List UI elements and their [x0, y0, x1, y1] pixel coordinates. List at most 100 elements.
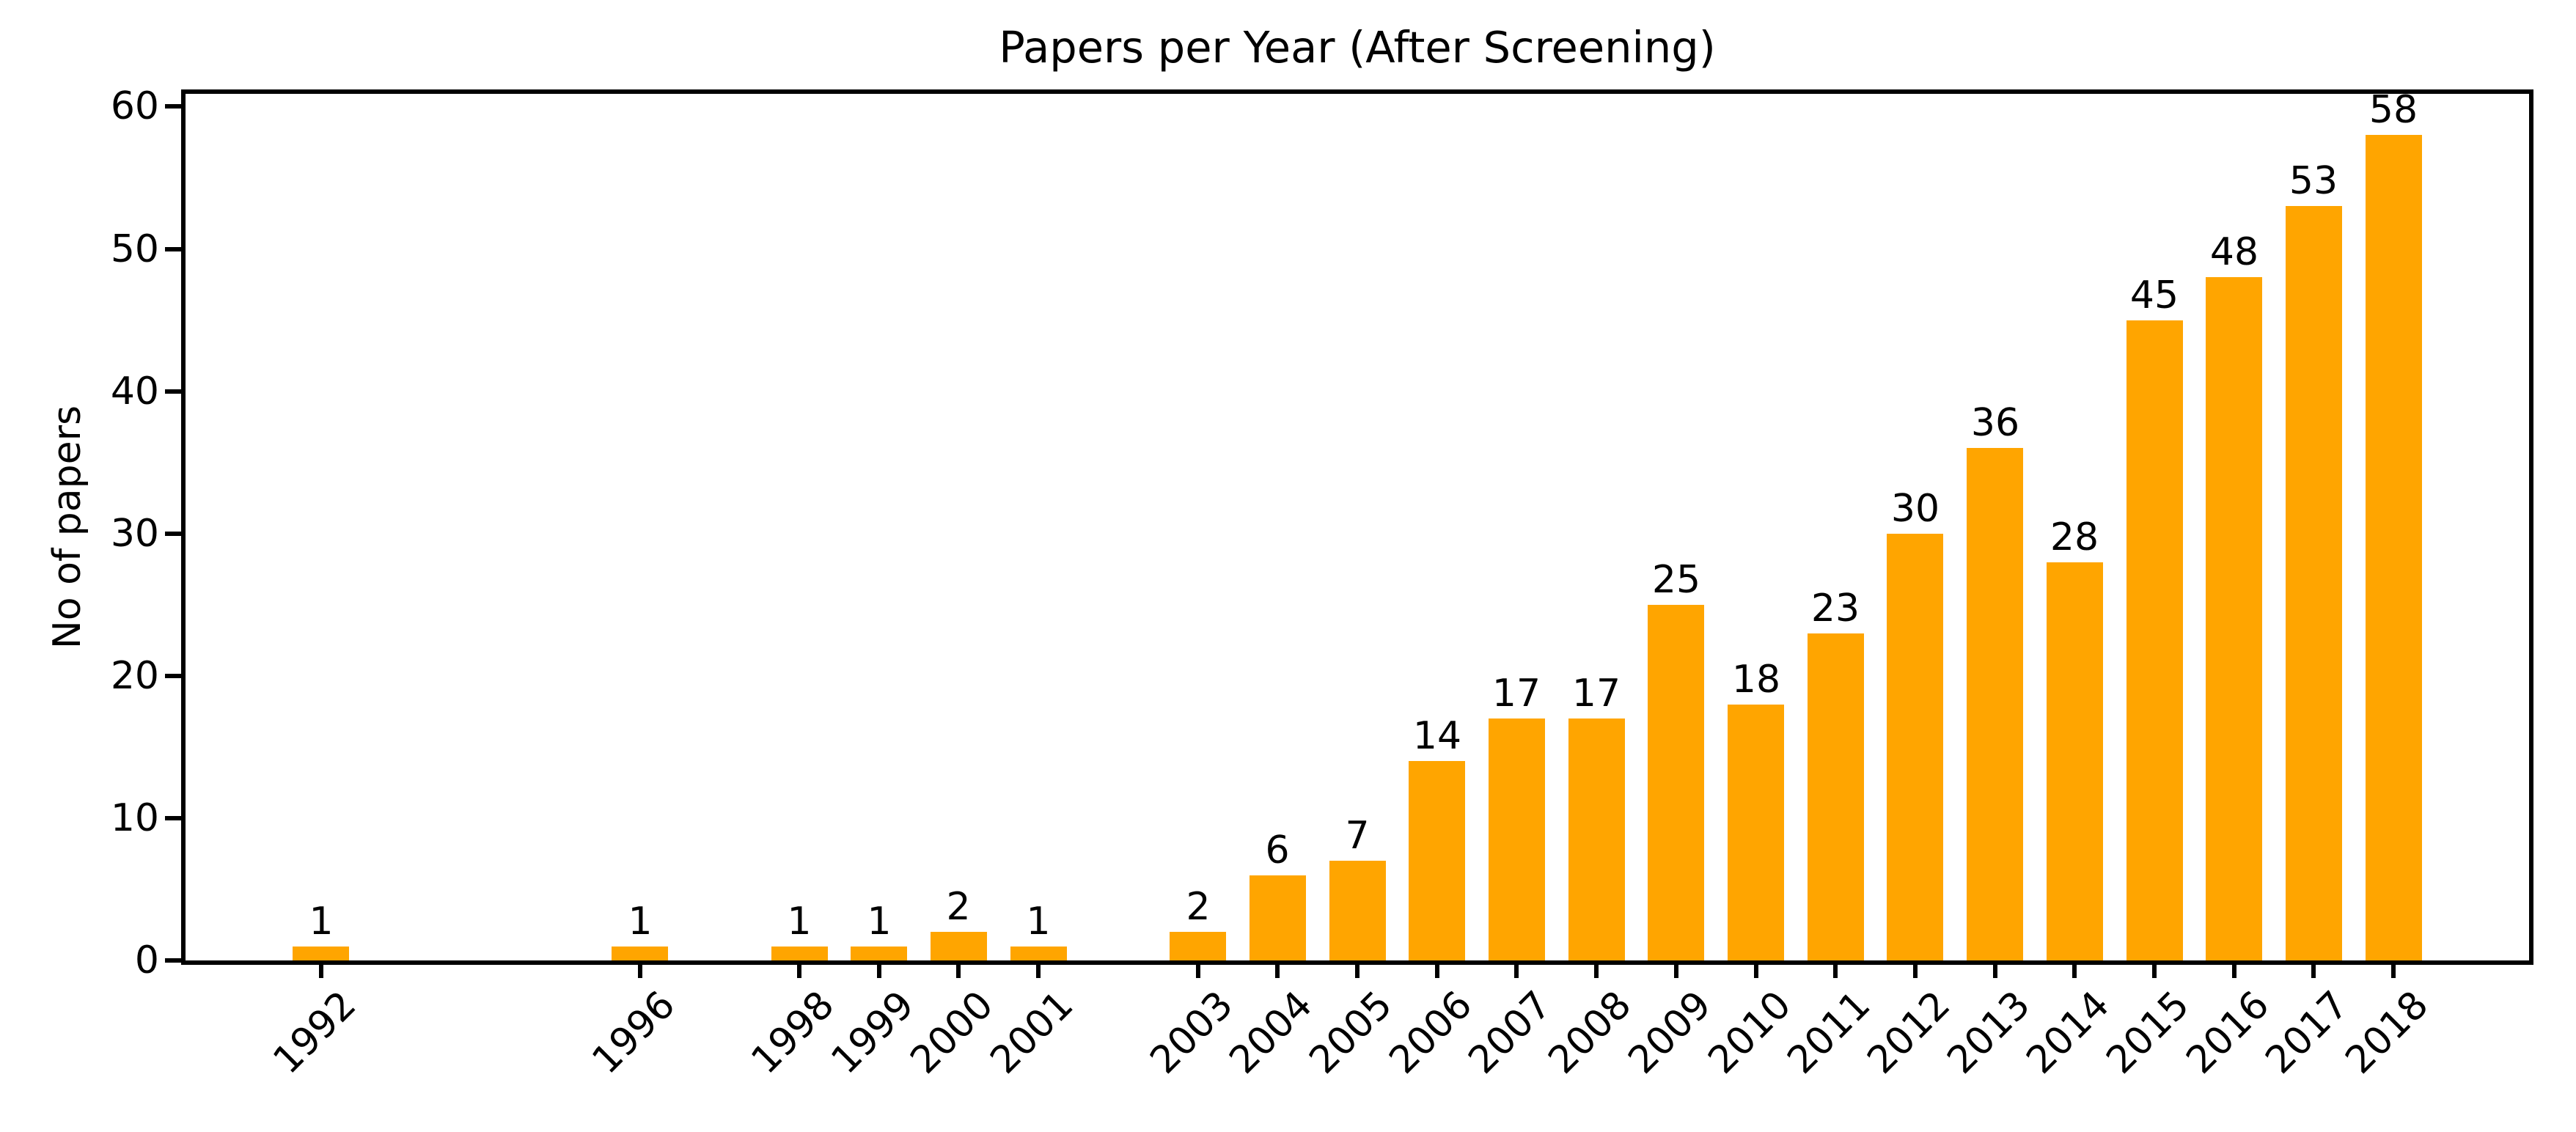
- bar-2018: [2366, 135, 2422, 960]
- bar-2014: [2047, 562, 2103, 960]
- x-tick-label: 2013: [1939, 982, 2039, 1083]
- x-tick-label: 2004: [1221, 982, 1321, 1083]
- bar-value-label: 23: [1810, 587, 1860, 631]
- x-tick: [1913, 960, 1918, 978]
- x-tick-label: 2010: [1700, 982, 1800, 1083]
- x-tick-label: 2007: [1460, 982, 1560, 1083]
- y-tick: [165, 389, 181, 394]
- bar-2012: [1887, 534, 1943, 960]
- y-tick: [165, 958, 181, 963]
- bar-value-label: 17: [1491, 672, 1541, 716]
- bar-value-label: 2: [1186, 885, 1211, 929]
- x-tick-label: 2018: [2337, 982, 2437, 1083]
- y-tick-label: 60: [110, 84, 159, 129]
- x-tick-label: 1996: [584, 982, 684, 1083]
- y-tick-label: 10: [110, 795, 159, 840]
- x-tick-label: 2014: [2018, 982, 2118, 1083]
- x-tick: [1196, 960, 1200, 978]
- bar-value-label: 1: [1026, 900, 1051, 944]
- bar-2013: [1967, 448, 2023, 960]
- x-tick: [319, 960, 323, 978]
- x-tick-label: 2011: [1779, 982, 1879, 1083]
- x-tick: [638, 960, 642, 978]
- bar-value-label: 53: [2289, 159, 2338, 203]
- y-tick-label: 50: [110, 227, 159, 271]
- x-tick-label: 2017: [2257, 982, 2357, 1083]
- bar-2004: [1250, 875, 1306, 960]
- bar-value-label: 2: [946, 885, 971, 929]
- bar-2001: [1010, 947, 1067, 960]
- bar-2009: [1648, 605, 1704, 960]
- bar-2008: [1568, 718, 1625, 960]
- x-tick: [1036, 960, 1041, 978]
- x-tick-label: 2001: [982, 982, 1082, 1083]
- bar-value-label: 14: [1412, 714, 1462, 758]
- bar-2017: [2286, 206, 2342, 960]
- bar-value-label: 58: [2368, 88, 2418, 132]
- bar-value-label: 18: [1731, 658, 1781, 702]
- bar-value-label: 28: [2050, 515, 2099, 559]
- x-tick: [1594, 960, 1599, 978]
- bar-value-label: 1: [628, 900, 653, 944]
- x-tick-label: 1998: [743, 982, 843, 1083]
- x-tick: [877, 960, 881, 978]
- bar-value-label: 1: [867, 900, 892, 944]
- bar-2003: [1170, 932, 1226, 960]
- x-tick: [1833, 960, 1838, 978]
- x-tick: [1993, 960, 1997, 978]
- bar-value-label: 7: [1345, 814, 1370, 858]
- y-tick-label: 0: [134, 938, 159, 982]
- y-tick-label: 40: [110, 369, 159, 414]
- x-tick: [956, 960, 961, 978]
- x-tick: [1514, 960, 1519, 978]
- bar-value-label: 6: [1265, 828, 1290, 872]
- bar-value-label: 48: [2209, 230, 2259, 274]
- y-axis-label: No of papers: [45, 405, 89, 650]
- x-tick: [1355, 960, 1359, 978]
- bar-2007: [1489, 718, 1545, 960]
- bar-1992: [293, 947, 349, 960]
- bar-2010: [1728, 705, 1784, 960]
- x-tick-label: 2003: [1142, 982, 1242, 1083]
- x-tick-label: 2005: [1301, 982, 1401, 1083]
- x-tick: [1754, 960, 1758, 978]
- x-tick-label: 2016: [2178, 982, 2278, 1083]
- x-tick-label: 2008: [1540, 982, 1640, 1083]
- x-tick: [1275, 960, 1280, 978]
- bar-2006: [1409, 761, 1465, 960]
- bar-1996: [612, 947, 668, 960]
- x-tick: [797, 960, 801, 978]
- x-tick: [1674, 960, 1678, 978]
- bar-value-label: 45: [2129, 273, 2179, 317]
- plot-area: 0 10 20 30 40 50 60 1 1992 1 1996 1 1998 1 1999 2 2000 1 2…: [111, 86, 2533, 1083]
- x-tick-label: 1992: [265, 982, 365, 1083]
- bar-value-label: 30: [1890, 487, 1940, 531]
- bar-2016: [2206, 277, 2262, 960]
- x-tick: [2232, 960, 2236, 978]
- y-tick-label: 20: [110, 653, 159, 698]
- y-tick: [165, 246, 181, 251]
- x-tick: [2311, 960, 2316, 978]
- x-tick-label: 2006: [1381, 982, 1481, 1083]
- x-tick: [2152, 960, 2157, 978]
- bar-1999: [851, 947, 907, 960]
- y-tick: [165, 531, 181, 536]
- bar-value-label: 17: [1571, 672, 1621, 716]
- bar-value-label: 25: [1651, 558, 1701, 602]
- bar-value-label: 1: [309, 900, 334, 944]
- bar-value-label: 36: [1970, 401, 2020, 445]
- x-tick: [2391, 960, 2396, 978]
- bar-2005: [1329, 861, 1386, 960]
- chart-title: Papers per Year (After Screening): [999, 22, 1716, 73]
- x-tick-label: 2000: [902, 982, 1002, 1083]
- y-tick: [165, 815, 181, 820]
- x-tick-label: 2009: [1620, 982, 1720, 1083]
- bar-1998: [771, 947, 828, 960]
- x-tick: [2072, 960, 2077, 978]
- bar-2000: [931, 932, 987, 960]
- y-tick: [165, 104, 181, 109]
- bar-value-label: 1: [787, 900, 812, 944]
- bar-2011: [1808, 633, 1864, 960]
- x-tick-label: 1999: [823, 982, 923, 1083]
